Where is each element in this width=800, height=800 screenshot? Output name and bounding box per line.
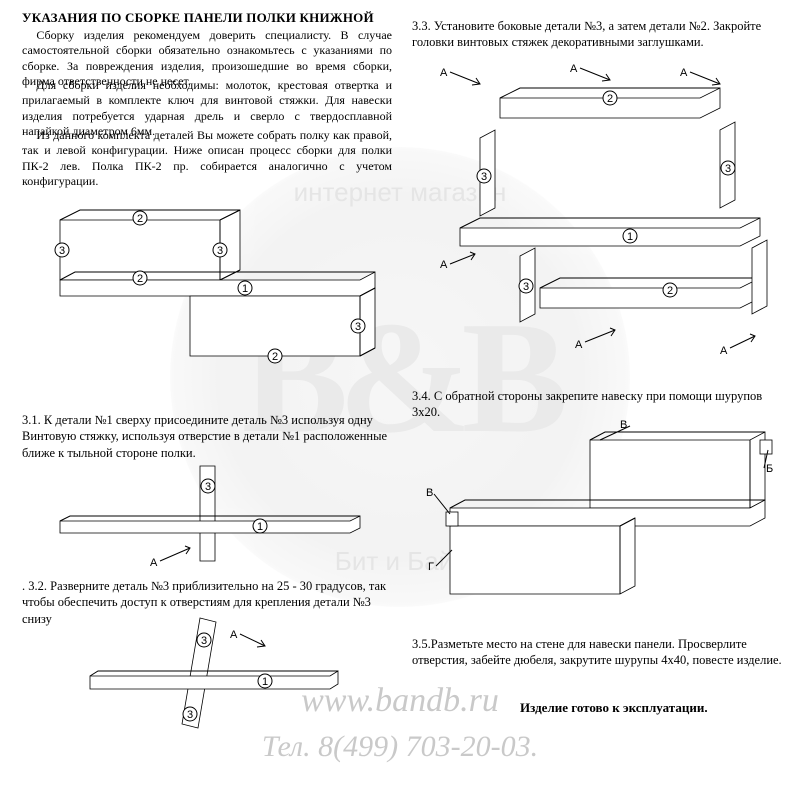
svg-text:А: А: [440, 259, 448, 271]
svg-text:3: 3: [481, 171, 487, 183]
svg-text:3: 3: [523, 281, 529, 293]
svg-text:А: А: [230, 629, 238, 641]
svg-text:1: 1: [257, 521, 263, 533]
svg-text:3: 3: [201, 635, 207, 647]
svg-text:2: 2: [137, 213, 143, 225]
svg-text:Г: Г: [428, 561, 434, 573]
step-3-1: 3.1. К детали №1 сверху присоедините дет…: [22, 412, 392, 461]
svg-text:3: 3: [187, 709, 193, 721]
svg-text:А: А: [570, 63, 578, 75]
svg-text:А: А: [720, 345, 728, 357]
diagram-exploded: А А А 2 3 3 1 2 3 А А: [420, 58, 780, 378]
step-3-5: 3.5.Разметьте место на стене для навески…: [412, 636, 782, 669]
diagram-3-1: 3 1 А: [50, 466, 360, 576]
svg-text:А: А: [150, 557, 158, 569]
svg-text:1: 1: [262, 676, 268, 688]
svg-text:А: А: [680, 67, 688, 79]
svg-text:3: 3: [205, 481, 211, 493]
svg-text:Б: Б: [766, 463, 773, 475]
step-3-4: 3.4. С обратной стороны закрепите навеск…: [412, 388, 782, 421]
svg-text:3: 3: [355, 321, 361, 333]
page-title: УКАЗАНИЯ ПО СБОРКЕ ПАНЕЛИ ПОЛКИ КНИЖНОЙ: [22, 10, 374, 26]
svg-text:2: 2: [137, 273, 143, 285]
ready-text: Изделие готово к эксплуатации.: [520, 700, 708, 716]
step-3-3: 3.3. Установите боковые детали №3, а зат…: [412, 18, 782, 51]
svg-text:В: В: [426, 487, 433, 499]
svg-text:3: 3: [725, 163, 731, 175]
intro-p3: Из данного комплекта деталей Вы можете с…: [22, 128, 392, 189]
svg-text:3: 3: [217, 245, 223, 257]
svg-text:3: 3: [59, 245, 65, 257]
diagram-3-4: В Б В Г: [420, 420, 780, 620]
svg-text:1: 1: [242, 283, 248, 295]
svg-text:А: А: [575, 339, 583, 351]
svg-text:2: 2: [667, 285, 673, 297]
diagram-assembled: 2 3 3 2 1 3 2: [40, 200, 380, 400]
diagram-3-2: 3 3 1 А: [80, 618, 340, 738]
svg-text:А: А: [440, 67, 448, 79]
svg-text:2: 2: [607, 93, 613, 105]
svg-text:1: 1: [627, 231, 633, 243]
svg-text:2: 2: [272, 351, 278, 363]
